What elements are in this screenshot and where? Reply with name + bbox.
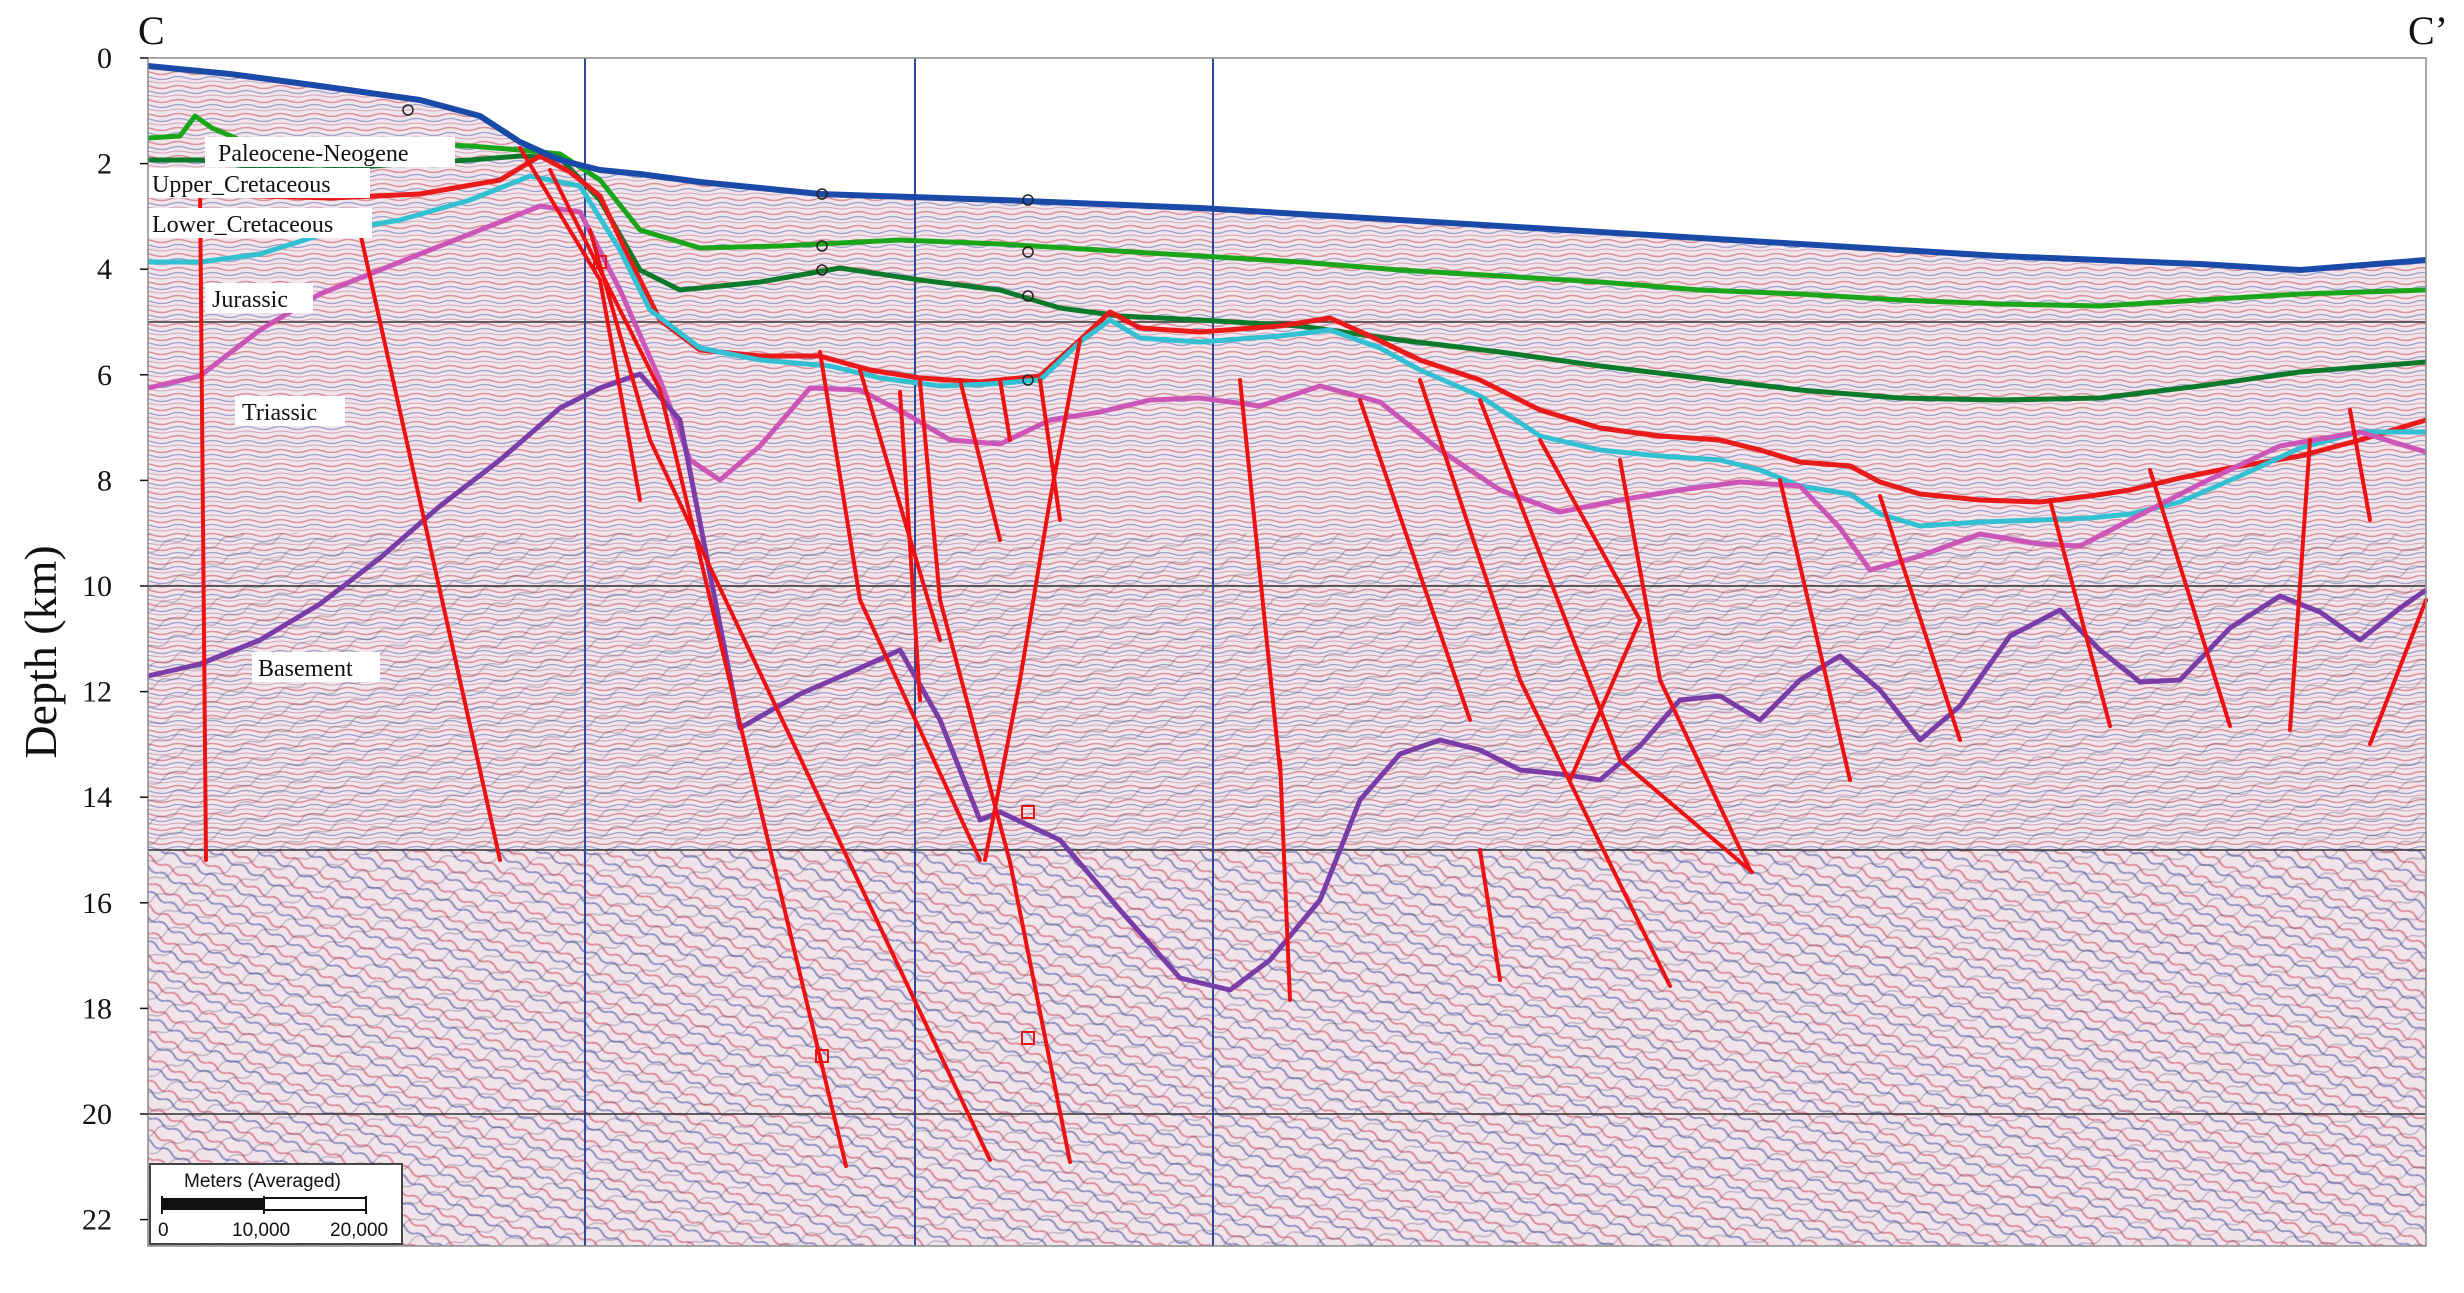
fault-line <box>1478 848 1502 982</box>
fault-line <box>548 168 848 1168</box>
scale-tick-label: 10,000 <box>232 1220 290 1241</box>
fault-line <box>198 184 208 862</box>
fault-line <box>2368 598 2428 746</box>
fault-line <box>2148 468 2232 728</box>
marker-square <box>815 1049 829 1063</box>
horizon-line <box>148 173 2426 529</box>
marker-square <box>593 255 607 269</box>
fault-line <box>1618 458 1752 872</box>
depth-axis-ticks: 0 2 4 6 8 10 12 14 16 18 20 22 <box>82 42 148 1237</box>
horizon-line <box>147 153 2427 505</box>
marker-circle <box>816 264 828 276</box>
depth-tick-label: 20 <box>82 1098 112 1131</box>
label-box <box>148 208 372 238</box>
fault-line <box>588 228 992 1162</box>
label-box <box>252 652 380 682</box>
marker-circle <box>1022 290 1034 302</box>
fault-line <box>1358 398 1472 722</box>
fault-line <box>1418 378 1672 988</box>
label-box <box>205 283 313 313</box>
fault-line <box>898 390 922 702</box>
depth-tick-label: 16 <box>82 887 112 920</box>
unit-label-triassic: Triassic <box>242 400 317 426</box>
fault-line <box>998 378 1012 442</box>
marker-square <box>1021 805 1035 819</box>
marker-circle <box>816 188 828 200</box>
fault-line <box>2288 438 2312 732</box>
marker-circle <box>1022 194 1034 206</box>
unit-label-lower-cretaceous: Lower_Cretaceous <box>152 212 333 238</box>
section-start-label: C <box>138 8 165 53</box>
fault-line <box>2048 498 2112 728</box>
picked-markers <box>402 104 1035 1063</box>
fault-interpretations <box>198 146 2428 1168</box>
fault-line <box>958 378 1002 542</box>
horizon-line <box>147 203 2427 573</box>
section-frame <box>147 57 2427 1247</box>
scale-bar-white-segment <box>263 1197 367 1211</box>
scale-bar-black-segment <box>162 1198 264 1210</box>
depth-tick-label: 4 <box>97 253 112 286</box>
marker-square <box>1021 1031 1035 1045</box>
depth-gridlines <box>148 321 2426 1115</box>
water-column <box>148 58 2426 270</box>
marker-circle <box>1022 374 1034 386</box>
fault-line <box>918 380 1072 1164</box>
fault-line <box>1038 378 1062 522</box>
label-box <box>205 137 455 167</box>
depth-axis-title: Depth (km) <box>15 545 66 758</box>
horizon-line <box>148 153 2427 403</box>
scale-bar: Meters (Averaged) 0 10,000 20,000 <box>149 1163 403 1245</box>
fault-line <box>1478 398 1754 874</box>
fault-line <box>358 230 502 862</box>
scale-bar-title: Meters (Averaged) <box>184 1171 341 1192</box>
fault-line <box>818 350 982 862</box>
fault-line <box>1538 438 1642 782</box>
fault-line <box>1878 494 1962 742</box>
depth-tick-label: 0 <box>97 42 112 75</box>
unit-label-upper-cretaceous: Upper_Cretaceous <box>152 172 331 198</box>
fault-line <box>2348 408 2372 522</box>
unit-label-basement: Basement <box>258 656 353 682</box>
fault-line <box>518 146 642 502</box>
scale-tick-label: 0 <box>158 1220 169 1241</box>
depth-tick-label: 12 <box>82 676 112 709</box>
depth-tick-label: 18 <box>82 992 112 1025</box>
scale-tick-label: 20,000 <box>330 1220 388 1241</box>
depth-tick-label: 6 <box>97 359 112 392</box>
fault-line <box>858 368 942 642</box>
unit-label-paleocene-neogene: Paleocene-Neogene <box>218 141 409 167</box>
seafloor-line <box>147 63 2427 273</box>
fault-line <box>983 338 1082 862</box>
depth-tick-label: 2 <box>97 148 112 181</box>
depth-tick-label: 10 <box>82 570 112 603</box>
seafloor-horizon <box>147 63 2427 273</box>
marker-circle <box>816 240 828 252</box>
marker-circle <box>402 104 414 116</box>
unit-labels: Paleocene-Neogene Upper_Cretaceous Lower… <box>148 137 455 682</box>
depth-tick-label: 22 <box>82 1204 112 1237</box>
depth-tick-label: 14 <box>82 781 112 814</box>
marker-circle <box>1022 246 1034 258</box>
label-box <box>148 168 370 198</box>
depth-tick-label: 8 <box>97 464 112 497</box>
fault-line <box>1778 478 1852 782</box>
unit-label-jurassic: Jurassic <box>212 287 288 313</box>
fault-line <box>1238 378 1282 772</box>
fault-line <box>1278 758 1292 1002</box>
label-box <box>235 396 345 426</box>
section-end-label: C’ <box>2408 8 2448 53</box>
seismic-background <box>148 58 2426 1246</box>
